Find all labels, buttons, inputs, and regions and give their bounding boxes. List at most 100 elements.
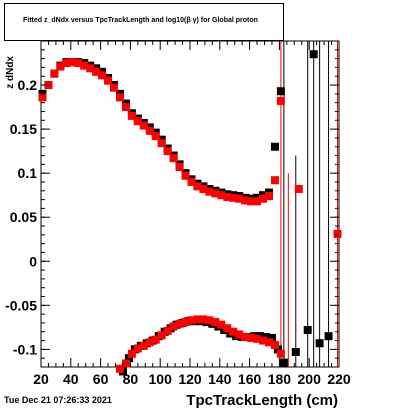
point-1-upper-17 bbox=[139, 121, 148, 130]
point-1-upper-11 bbox=[104, 76, 113, 85]
point-1-upper-32 bbox=[229, 193, 238, 202]
point-1-upper-39 bbox=[270, 176, 279, 185]
point-1-upper-41 bbox=[294, 185, 303, 194]
y-tick-label-4: 0.1 bbox=[18, 165, 38, 181]
point-1-upper-33 bbox=[235, 194, 244, 203]
point-1-lower-22 bbox=[247, 333, 256, 342]
point-1-upper-10 bbox=[98, 71, 107, 80]
point-0-lower-25 bbox=[267, 333, 276, 342]
x-tick-label-2: 60 bbox=[93, 371, 109, 387]
point-1-upper-23 bbox=[175, 162, 184, 171]
point-1-lower-3 bbox=[133, 344, 142, 353]
x-tick-label-6: 140 bbox=[208, 371, 232, 387]
point-1-lower-25 bbox=[264, 338, 273, 347]
point-1-upper-6 bbox=[74, 59, 83, 68]
y-tick-label-2: 0 bbox=[29, 253, 37, 269]
point-1-upper-18 bbox=[145, 126, 154, 135]
point-0-lower-28 bbox=[291, 348, 300, 357]
y-tick-label-5: 0.15 bbox=[10, 121, 37, 137]
point-1-lower-23 bbox=[253, 334, 262, 343]
y-tick-label-0: -0.1 bbox=[13, 341, 37, 357]
x-axis-label: TpcTrackLength (cm) bbox=[186, 392, 338, 409]
point-1-lower-2 bbox=[127, 349, 136, 358]
point-1-lower-1 bbox=[121, 359, 130, 368]
point-1-upper-4 bbox=[62, 59, 71, 68]
point-1-upper-42 bbox=[333, 229, 342, 238]
point-1-upper-28 bbox=[205, 187, 214, 196]
point-0-lower-26 bbox=[273, 345, 282, 354]
point-1-upper-29 bbox=[211, 189, 220, 198]
point-1-upper-7 bbox=[80, 61, 89, 70]
point-1-lower-20 bbox=[235, 330, 244, 339]
x-tick-label-9: 200 bbox=[298, 371, 322, 387]
point-1-upper-2 bbox=[50, 69, 59, 78]
point-1-upper-12 bbox=[110, 83, 119, 92]
point-1-lower-4 bbox=[139, 341, 148, 350]
point-1-lower-8 bbox=[163, 326, 172, 335]
x-tick-label-5: 120 bbox=[178, 371, 202, 387]
y-tick-label-1: -0.05 bbox=[5, 297, 37, 313]
point-1-upper-22 bbox=[169, 154, 178, 163]
point-1-upper-30 bbox=[217, 191, 226, 200]
point-1-upper-24 bbox=[181, 171, 190, 180]
point-1-lower-10 bbox=[175, 319, 184, 328]
point-1-upper-31 bbox=[223, 192, 232, 201]
timestamp: Tue Dec 21 07:26:33 2021 bbox=[4, 395, 112, 405]
x-tick-label-0: 20 bbox=[33, 371, 49, 387]
point-1-upper-35 bbox=[247, 197, 256, 206]
point-1-upper-37 bbox=[259, 194, 268, 203]
title-box: Fitted z_dNdx versus TpcTrackLength and … bbox=[4, 3, 284, 41]
point-1-lower-14 bbox=[199, 315, 208, 324]
point-1-upper-38 bbox=[264, 192, 273, 201]
point-1-upper-16 bbox=[133, 117, 142, 126]
y-tick-label-6: 0.2 bbox=[18, 77, 38, 93]
point-1-lower-7 bbox=[157, 331, 166, 340]
x-tick-label-8: 180 bbox=[268, 371, 292, 387]
x-axis-ticks: 20 40 60 80 100 120 140 160 180 200 220 bbox=[33, 41, 351, 387]
point-1-upper-26 bbox=[193, 182, 202, 191]
data-points bbox=[38, 50, 342, 376]
point-0-lower-1 bbox=[124, 354, 133, 363]
x-tick-label-1: 40 bbox=[63, 371, 79, 387]
point-1-lower-16 bbox=[211, 318, 220, 327]
x-tick-label-10: 220 bbox=[327, 371, 351, 387]
point-1-lower-5 bbox=[145, 338, 154, 347]
point-1-upper-14 bbox=[121, 103, 130, 112]
point-1-lower-11 bbox=[181, 318, 190, 327]
point-1-lower-17 bbox=[217, 320, 226, 329]
point-1-upper-0 bbox=[38, 93, 47, 102]
point-1-upper-15 bbox=[127, 111, 136, 120]
point-0-lower-27 bbox=[279, 358, 288, 367]
point-0-lower-31 bbox=[324, 332, 333, 341]
point-1-upper-36 bbox=[253, 197, 262, 206]
point-1-upper-25 bbox=[187, 177, 196, 186]
point-1-lower-0 bbox=[115, 364, 124, 373]
x-tick-label-7: 160 bbox=[238, 371, 262, 387]
point-1-lower-18 bbox=[223, 324, 232, 333]
point-0-lower-29 bbox=[303, 325, 312, 334]
point-1-upper-19 bbox=[151, 132, 160, 141]
point-1-lower-13 bbox=[193, 315, 202, 324]
point-1-lower-27 bbox=[276, 349, 285, 358]
chart-title: Fitted z_dNdx versus TpcTrackLength and … bbox=[23, 17, 258, 24]
point-1-lower-12 bbox=[187, 316, 196, 325]
point-1-upper-5 bbox=[68, 58, 77, 67]
point-1-lower-15 bbox=[205, 316, 214, 325]
point-0-upper-39 bbox=[270, 142, 279, 151]
y-tick-label-3: 0.05 bbox=[10, 209, 37, 225]
point-1-upper-40 bbox=[276, 96, 285, 105]
error-bars bbox=[280, 41, 339, 367]
point-1-upper-9 bbox=[92, 67, 101, 76]
point-1-upper-34 bbox=[241, 196, 250, 205]
x-tick-label-3: 80 bbox=[123, 371, 139, 387]
y-axis-label: z dNdx bbox=[5, 56, 16, 89]
point-1-lower-19 bbox=[229, 327, 238, 336]
point-1-upper-27 bbox=[199, 185, 208, 194]
point-1-upper-13 bbox=[115, 93, 124, 102]
x-tick-label-4: 100 bbox=[149, 371, 173, 387]
point-1-lower-6 bbox=[151, 335, 160, 344]
point-1-upper-8 bbox=[86, 64, 95, 73]
point-1-lower-21 bbox=[241, 333, 250, 342]
point-1-upper-20 bbox=[157, 139, 166, 148]
